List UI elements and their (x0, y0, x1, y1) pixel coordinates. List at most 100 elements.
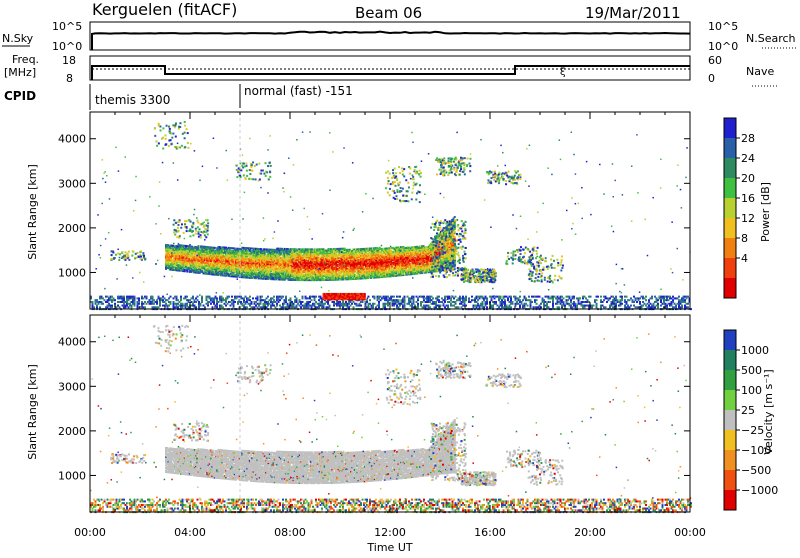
data-cell (104, 299, 106, 301)
data-cell (158, 296, 160, 298)
data-cell (138, 297, 140, 299)
data-cell (162, 299, 164, 301)
data-cell (156, 303, 158, 305)
nave-label: Nave (746, 65, 774, 78)
data-cell (125, 306, 127, 308)
nsky-tick-top: 10^5 (52, 20, 82, 33)
nave-glitch: ξ (560, 67, 566, 78)
data-cell (111, 301, 113, 303)
beam-label: Beam 06 (355, 4, 422, 22)
data-cell (168, 305, 170, 307)
data-cell (156, 299, 158, 301)
data-cell (143, 303, 145, 305)
data-cell (134, 296, 136, 298)
data-cell (110, 297, 112, 299)
data-cell (149, 299, 151, 301)
data-cell (131, 306, 133, 308)
data-cell (152, 301, 154, 303)
nave-tick-top: 60 (708, 54, 722, 67)
data-cell (107, 301, 109, 303)
data-cell (98, 303, 100, 305)
data-cell (146, 296, 148, 298)
data-cell (158, 306, 160, 308)
data-cell (156, 301, 158, 303)
cpid-mode-normal: normal (fast) -151 (244, 84, 353, 98)
data-cell (144, 301, 146, 303)
data-cell (114, 299, 116, 301)
cpid-panel: CPID themis 3300 normal (fast) -151 (4, 84, 353, 110)
data-cell (134, 305, 136, 307)
data-cell (176, 305, 178, 307)
freq-panel: ξ Freq. [MHz] 18 8 60 0 Nave (4, 53, 778, 86)
data-cell (113, 297, 115, 299)
data-cell (92, 305, 94, 307)
data-cell (96, 305, 98, 307)
data-cell (134, 301, 136, 303)
data-cell (165, 303, 167, 305)
data-cell (153, 303, 155, 305)
data-cell (454, 216, 456, 218)
data-cell (153, 299, 155, 301)
nsky-tick-bottom: 10^0 (52, 40, 82, 53)
data-cell (93, 306, 95, 308)
freq-trace (92, 66, 690, 80)
data-cell (146, 303, 148, 305)
data-cell (107, 296, 109, 298)
data-cell (164, 297, 166, 299)
data-cell (164, 301, 166, 303)
cpid-label: CPID (4, 89, 36, 103)
data-cell (111, 305, 113, 307)
data-cell (170, 296, 172, 298)
data-cell (173, 297, 175, 299)
data-cell (173, 301, 175, 303)
data-cell (214, 247, 216, 249)
nsearch-tick-bottom: 10^0 (708, 40, 738, 53)
data-cell (198, 245, 200, 247)
data-cell (141, 296, 143, 298)
data-cell (117, 305, 119, 307)
nsearch-label: N.Search (746, 32, 796, 45)
data-cell (116, 306, 118, 308)
data-cell (144, 306, 146, 308)
nsearch-tick-top: 10^5 (708, 20, 738, 33)
cpid-mode-themis: themis 3300 (95, 93, 170, 107)
data-cell (170, 301, 172, 303)
data-cell (167, 299, 169, 301)
freq-label: Freq. (12, 53, 39, 66)
data-cell (111, 306, 113, 308)
data-cell (168, 297, 170, 299)
data-cell (170, 303, 172, 305)
data-cell (138, 303, 140, 305)
nsky-label: N.Sky (2, 32, 34, 45)
data-cell (159, 303, 161, 305)
data-cell (131, 305, 133, 307)
data-cell (146, 297, 148, 299)
data-cell (101, 296, 103, 298)
data-cell (141, 301, 143, 303)
data-cell (102, 303, 104, 305)
data-cell (129, 303, 131, 305)
date-label: 19/Mar/2011 (585, 4, 681, 22)
data-cell (141, 305, 143, 307)
data-cell (409, 263, 411, 265)
data-cell (123, 296, 125, 298)
data-cell (454, 236, 456, 238)
data-cell (134, 299, 136, 301)
data-cell (101, 301, 103, 303)
data-cell (177, 306, 179, 308)
data-cell (123, 303, 125, 305)
nsky-trace (92, 32, 690, 50)
data-cell (370, 247, 372, 249)
data-cell (99, 306, 101, 308)
power-data (90, 112, 692, 310)
data-cell (176, 296, 178, 298)
data-cell (128, 306, 130, 308)
data-cell (454, 221, 456, 223)
data-cell (159, 305, 161, 307)
data-cell (152, 297, 154, 299)
data-cell (173, 305, 175, 307)
data-cell (137, 305, 139, 307)
data-cell (96, 299, 98, 301)
freq-tick-top: 18 (62, 54, 76, 67)
